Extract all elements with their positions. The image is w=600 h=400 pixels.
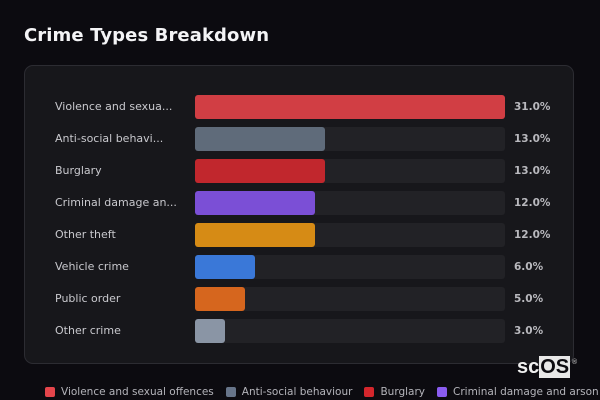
bar-row[interactable]: Anti-social behavi... 13.0% [25, 127, 573, 151]
bar-fill[interactable] [195, 255, 255, 279]
bar-label: Burglary [55, 164, 102, 177]
legend-swatch-icon [437, 387, 448, 397]
bar-label: Vehicle crime [55, 260, 129, 273]
logo-boxed-text: OS [539, 356, 571, 378]
bar-label: Violence and sexua... [55, 100, 173, 113]
legend-item[interactable]: Burglary [364, 386, 425, 398]
bar-value: 13.0% [514, 133, 551, 145]
bar-label: Other crime [55, 324, 121, 337]
bar-fill[interactable] [195, 95, 505, 119]
bar-track [195, 191, 505, 215]
bar-row[interactable]: Criminal damage an... 12.0% [25, 191, 573, 215]
legend-label: Criminal damage and arson [453, 386, 599, 398]
bar-label: Other theft [55, 228, 116, 241]
bar-track [195, 95, 505, 119]
bar-value: 6.0% [514, 261, 544, 273]
scos-logo: scOS ® [517, 356, 577, 378]
legend-item[interactable]: Anti-social behaviour [225, 386, 353, 398]
bar-row[interactable]: Public order 5.0% [25, 287, 573, 311]
legend-item[interactable]: Criminal damage and arson [437, 386, 599, 398]
legend-swatch-icon [45, 387, 55, 397]
legend-item[interactable]: Violence and sexual offences [45, 386, 214, 398]
bar-value: 3.0% [514, 325, 544, 337]
legend-swatch-icon [225, 387, 236, 397]
chart-card: Violence and sexua... 31.0% Anti-social be… [24, 65, 574, 364]
bar-row[interactable]: Violence and sexua... 31.0% [25, 95, 573, 119]
bar-value: 13.0% [514, 165, 551, 177]
bar-label: Anti-social behavi... [55, 132, 164, 145]
legend-swatch-icon [364, 387, 375, 397]
bar-row[interactable]: Vehicle crime 6.0% [25, 255, 573, 279]
legend-label: Violence and sexual offences [61, 386, 214, 398]
bar-label: Criminal damage an... [55, 196, 177, 209]
bar-fill[interactable] [195, 319, 225, 343]
bar-value: 12.0% [514, 197, 551, 209]
bar-label: Public order [55, 292, 121, 305]
bar-row[interactable]: Burglary 13.0% [25, 159, 573, 183]
bar-row[interactable]: Other crime 3.0% [25, 319, 573, 343]
bar-fill[interactable] [195, 127, 325, 151]
legend-label: Burglary [380, 386, 426, 398]
bar-track [195, 287, 505, 311]
bar-row[interactable]: Other theft 12.0% [25, 223, 573, 247]
bar-track [195, 223, 505, 247]
bar-track [195, 159, 505, 183]
logo-text: sc [517, 356, 540, 378]
bar-track [195, 319, 505, 343]
bar-value: 5.0% [514, 293, 544, 305]
bar-fill[interactable] [195, 159, 325, 183]
registered-mark: ® [571, 359, 578, 366]
bar-value: 31.0% [514, 101, 551, 113]
page-title: Crime Types Breakdown [24, 25, 270, 46]
bar-fill[interactable] [195, 223, 315, 247]
bar-value: 12.0% [514, 229, 551, 241]
bar-fill[interactable] [195, 287, 245, 311]
bar-track [195, 255, 505, 279]
chart-legend: Violence and sexual offences Anti-social … [45, 386, 599, 398]
legend-label: Anti-social behaviour [241, 386, 353, 398]
bar-track [195, 127, 505, 151]
bar-fill[interactable] [195, 191, 315, 215]
